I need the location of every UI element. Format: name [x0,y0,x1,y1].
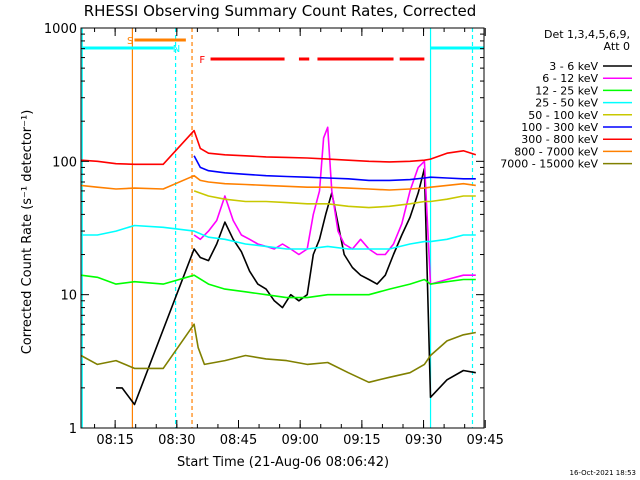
x-tick-label: 09:15 [343,433,380,448]
f-flag-label: F [199,55,205,66]
x-tick-label: 08:45 [220,433,257,448]
series-line-7 [80,174,476,191]
plot-frame [80,27,485,429]
legend-label-1: 6 - 12 keV [542,72,598,85]
legend-label-6: 300 - 800 keV [521,133,598,146]
x-tick-label: 08:15 [96,433,133,448]
y-tick-label: 10 [60,289,77,304]
y-axis-label: Corrected Count Rate (s⁻¹ detector⁻¹) [20,110,35,355]
series-line-1 [193,126,476,285]
series-line-6 [80,129,477,166]
series-line-4 [193,190,476,209]
series-line-8 [80,323,476,384]
legend-label-2: 12 - 25 keV [535,84,598,97]
x-tick-label: 09:00 [281,433,318,448]
y-tick-label: 1000 [44,22,77,37]
plot-area [81,28,484,428]
x-tick-label: 08:30 [158,433,195,448]
y-tick-label: 100 [52,155,77,170]
legend-label-5: 100 - 300 keV [521,121,598,134]
x-tick-label: 09:45 [466,433,503,448]
axes: 1 10 100 1000 08:15 08:30 08:45 09:00 09:15 09:30… [44,22,504,448]
legend-label-8: 7000 - 15000 keV [500,158,598,171]
series-line-2 [80,274,476,299]
legend-label-0: 3 - 6 keV [549,60,598,73]
annotations: S N F [81,28,484,428]
legend-header: Att 0 [604,40,630,53]
chart-title: RHESSI Observing Summary Count Rates, Co… [84,2,477,20]
s-flag-label: S [127,36,133,47]
n-flag-label: N [173,44,180,55]
series-line-5 [193,155,476,182]
legend-label-3: 25 - 50 keV [535,97,598,110]
legend-header: Det 1,3,4,5,6,9, [544,28,630,41]
series-line-0 [116,167,476,406]
legend-label-4: 50 - 100 keV [528,109,598,122]
x-tick-label: 09:30 [405,433,442,448]
series-line-3 [81,224,476,250]
legend-label-7: 800 - 7000 keV [514,145,598,158]
plot-background [81,28,484,428]
timestamp: 16-Oct-2021 18:53 [570,469,636,477]
y-tick-label: 1 [69,422,77,437]
x-axis-label: Start Time (21-Aug-06 08:06:42) [177,455,389,470]
series-layer [80,126,477,406]
